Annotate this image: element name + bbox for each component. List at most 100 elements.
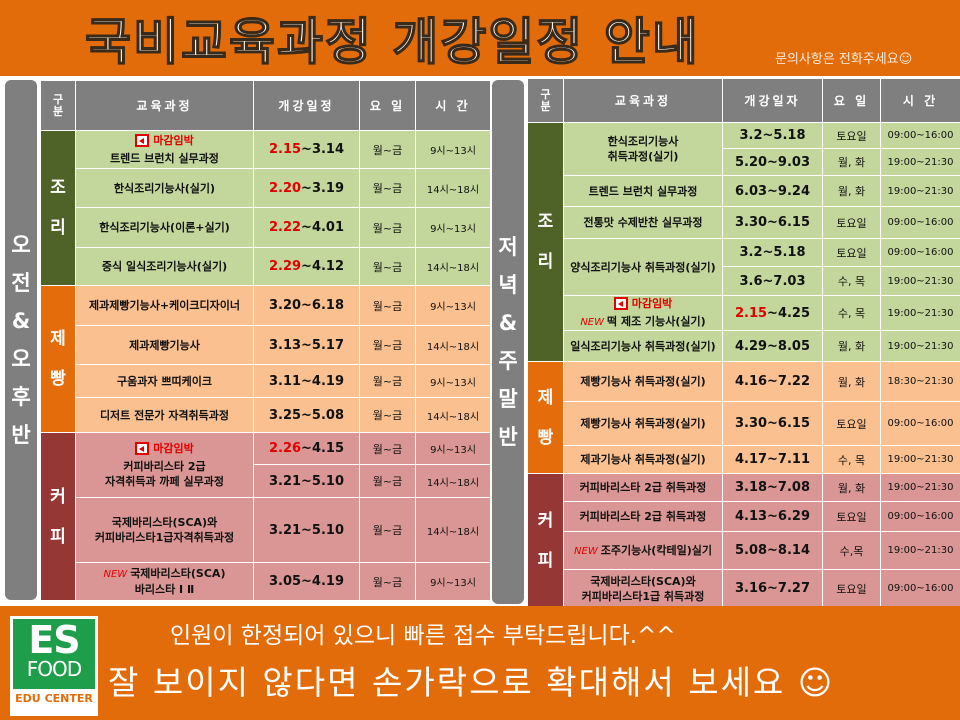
date-range: 3.18~7.08 — [734, 480, 811, 495]
start-date-cell: 2.22~4.01 — [253, 207, 360, 248]
course-name-line: 바리스타 Ⅰ Ⅱ — [134, 583, 195, 596]
table-row: 중식 일식조리기능사(실기) 2.29~4.12 월~금 14시~18시 — [40, 247, 491, 286]
new-badge: NEW — [580, 317, 604, 328]
course-name: 제과제빵기능사+케이크디자이너 — [78, 298, 251, 313]
deadline-badge: 마감임박 — [566, 296, 720, 314]
course-name: 국제바리스타(SCA)와 커피바리스타1급 취득과정 — [566, 574, 720, 604]
time-cell: 09:00~16:00 — [880, 122, 960, 149]
date-range: 3.25~5.08 — [268, 407, 345, 423]
date-range: 4.17~7.11 — [734, 452, 811, 467]
time-cell: 19:00~21:30 — [880, 330, 960, 362]
time-cell: 19:00~21:30 — [880, 445, 960, 474]
course-name: 제빵기능사 취득과정(실기) — [566, 374, 720, 389]
start-date-cell: 3.6~7.03 — [722, 266, 823, 296]
weekday-cell: 토요일 — [822, 501, 881, 532]
weekday-cell: 월~금 — [359, 497, 416, 563]
deadline-badge-inner: 마감임박 — [135, 441, 194, 456]
weekday-cell: 월~금 — [359, 432, 416, 465]
course-name-cell: NEW 조주기능사(칵테일)실기 — [563, 531, 723, 570]
start-date-cell: 3.2~5.18 — [722, 238, 823, 267]
highlighted-start-date: 2.26 — [268, 441, 302, 456]
category-label: 피 — [50, 526, 66, 547]
date-range: 4.13~6.29 — [734, 509, 811, 524]
course-name-cell: 커피바리스타 2급 취득과정 — [563, 473, 723, 502]
course-name-cell: 마감임박 NEW 떡 제조 기능사(실기) — [563, 295, 723, 331]
date-range: 6.03~9.24 — [734, 183, 811, 199]
weekday-cell: 월~금 — [359, 168, 416, 208]
course-name-line: 국제바리스타(SCA)와 — [111, 516, 218, 529]
start-date-cell: 3.20~6.18 — [253, 285, 360, 326]
highlighted-start-date: 2.29 — [268, 259, 302, 274]
time-cell: 09:00~16:00 — [880, 401, 960, 446]
course-name-line: 전통맛 수제반찬 실무과정 — [583, 216, 703, 229]
deadline-badge-inner: 마감임박 — [135, 133, 194, 148]
contact-note: 문의사항은 전화주세요☺ — [775, 52, 913, 67]
time-cell: 18:30~21:30 — [880, 361, 960, 402]
table-row: 양식조리기능사 취득과정(실기) 3.2~5.18 토요일 09:00~16:00 — [527, 238, 960, 296]
column-header: 교육과정 — [563, 78, 723, 123]
table-row: 마감임박 NEW 떡 제조 기능사(실기) 2.15~4.25 수, 목 19:00~21… — [527, 295, 960, 331]
course-name: 커피바리스타 2급 취득과정 — [566, 509, 720, 524]
highlighted-start-date: 2.20 — [268, 180, 302, 196]
course-name: 제빵기능사 취득과정(실기) — [566, 416, 720, 431]
category-label: 제 — [537, 387, 554, 408]
course-name-cell: 제과제빵기능사+케이크디자이너 — [75, 285, 254, 326]
weekday-cell: 월~금 — [359, 130, 416, 169]
table-row: 조 리 한식조리기능사 취득과정(실기) 3.2~5.18 토요일 09:00~16:00 — [527, 122, 960, 362]
column-header: 시 간 — [880, 78, 960, 123]
deadline-text: 마감임박 — [631, 297, 673, 310]
course-name-cell: 트렌드 브런치 실무과정 — [563, 175, 723, 207]
es-food-logo: ES FOOD EDU CENTER — [10, 616, 98, 716]
table-row: NEW 조주기능사(칵테일)실기 5.08~8.14 수,목 19:00~21:30 — [527, 531, 960, 570]
start-date-cell: 3.16~7.27 — [722, 569, 823, 608]
logo-edu-center: EDU CENTER — [15, 692, 93, 705]
daytime-section-label: 오전&오후반 — [5, 80, 37, 600]
start-date-cell: 3.25~5.08 — [253, 397, 360, 433]
date-range: 3.21~5.10 — [268, 522, 345, 538]
time-cell: 14시~18시 — [415, 464, 491, 498]
column-header: 개강일자 — [722, 78, 823, 123]
time-cell: 14시~18시 — [415, 247, 491, 286]
start-date-cell: 2.15~3.14 — [253, 130, 360, 169]
column-header: 시 간 — [415, 80, 491, 131]
course-name-line: 떡 제조 기능사(실기) — [607, 315, 706, 328]
weekday-cell: 월, 화 — [822, 148, 881, 176]
new-badge: NEW — [103, 569, 128, 580]
category-label: 커 — [537, 510, 554, 531]
course-name: 트렌드 브런치 실무과정 — [78, 151, 251, 166]
weekday-cell: 수,목 — [822, 531, 881, 570]
category-label: 조 — [50, 178, 66, 198]
course-name-line: 트렌드 브런치 실무과정 — [588, 184, 698, 198]
daytime-section-label-text: 오전&오후반 — [11, 233, 31, 447]
time-cell: 09:00~16:00 — [880, 206, 960, 239]
column-header-text: 분 — [540, 99, 551, 113]
evening-weekend-section-label: 저녁&주말반 — [492, 80, 524, 604]
table-row: 커 피 마감임박 커피바리스타 2급 자격취득과 까페 실무과정 2.26~4.15 월~금… — [40, 432, 491, 601]
date-range: 3.2~5.18 — [739, 128, 806, 143]
date-range: ~4.12 — [301, 259, 345, 274]
course-name: 일식조리기능사 취득과정(실기) — [566, 339, 720, 354]
time-cell: 19:00~21:30 — [880, 266, 960, 296]
course-name-cell: 한식조리기능사(실기) — [75, 168, 254, 208]
deadline-badge: 마감임박 — [78, 133, 251, 151]
course-name: 한식조리기능사 취득과정(실기) — [566, 134, 720, 164]
table-row: 디저트 전문가 자격취득과정 3.25~5.08 월~금 14시~18시 — [40, 397, 491, 433]
date-range: 3.05~4.19 — [268, 574, 345, 589]
table-row: NEW 국제바리스타(SCA) 바리스타 Ⅰ Ⅱ 3.05~4.19 월~금 9시~13시 — [40, 562, 491, 601]
table-row: 트렌드 브런치 실무과정 6.03~9.24 월, 화 19:00~21:30 — [527, 175, 960, 207]
time-cell: 19:00~21:30 — [880, 531, 960, 570]
time-cell: 9시~13시 — [415, 364, 491, 398]
weekday-cell: 수, 목 — [822, 445, 881, 474]
deadline-text: 마감임박 — [153, 134, 194, 147]
start-date-cell: 4.16~7.22 — [722, 361, 823, 402]
time-cell: 14시~18시 — [415, 168, 491, 208]
start-date-cell: 3.30~6.15 — [722, 206, 823, 239]
deadline-badge-inner: 마감임박 — [613, 296, 673, 311]
weekday-cell: 월~금 — [359, 562, 416, 601]
table-row: 한식조리기능사(이론+실기) 2.22~4.01 월~금 9시~13시 — [40, 207, 491, 248]
